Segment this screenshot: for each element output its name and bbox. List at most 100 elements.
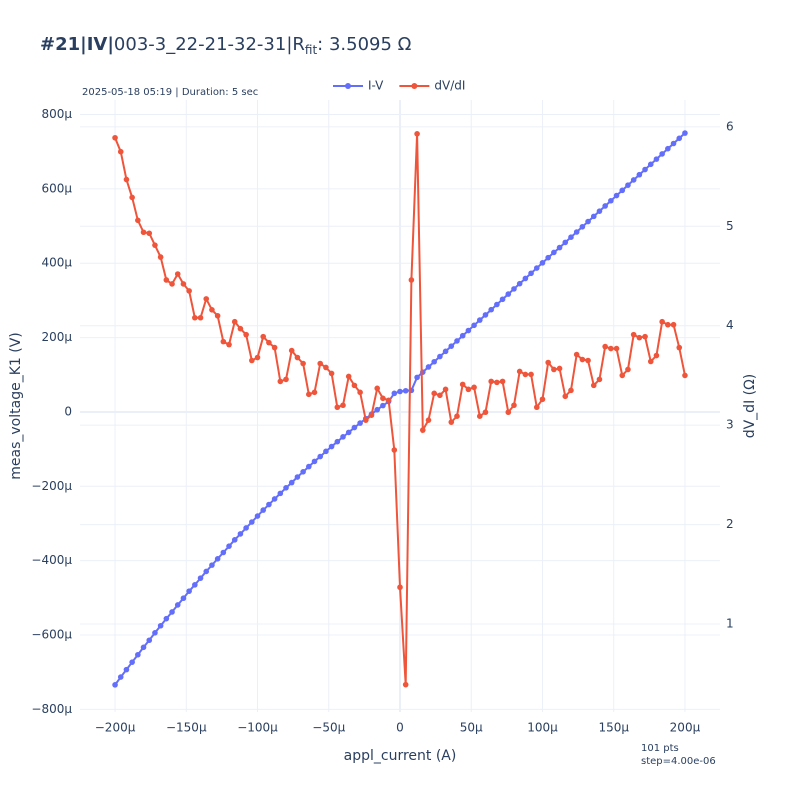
data-point — [414, 131, 420, 137]
data-point — [437, 353, 443, 360]
data-point — [112, 682, 118, 688]
data-point — [562, 393, 569, 400]
data-point — [431, 390, 437, 397]
data-point — [197, 314, 204, 321]
data-point — [317, 360, 324, 367]
legend-marker — [345, 83, 351, 89]
data-point — [448, 343, 455, 349]
data-point — [334, 438, 341, 445]
data-point — [665, 145, 671, 152]
title-suffix: : 3.5095 Ω — [317, 34, 411, 55]
data-point — [533, 404, 540, 411]
data-point — [357, 389, 363, 396]
data-point — [129, 659, 135, 665]
data-point — [636, 334, 643, 341]
data-point — [608, 345, 614, 352]
data-point — [488, 306, 494, 313]
annotation: step=4.00e-06 — [641, 756, 716, 767]
data-point — [459, 381, 466, 388]
x-axis-title: appl_current (A) — [344, 748, 457, 764]
data-point — [266, 501, 272, 508]
data-point — [226, 543, 232, 549]
data-point — [613, 345, 620, 352]
data-point — [231, 318, 238, 325]
data-point — [619, 187, 626, 194]
data-point — [334, 404, 341, 411]
y-tick-label: −200µ — [31, 479, 72, 493]
data-point — [271, 344, 278, 351]
data-point — [647, 358, 654, 365]
data-point — [385, 397, 392, 404]
data-point — [596, 208, 603, 214]
data-point — [163, 615, 170, 622]
data-point — [260, 507, 267, 513]
data-point — [174, 271, 181, 277]
data-point — [152, 242, 158, 248]
data-point — [528, 371, 534, 378]
y2-tick-label: 5 — [726, 219, 734, 233]
data-point — [562, 239, 569, 246]
data-point — [340, 402, 346, 409]
data-point — [471, 322, 477, 329]
data-point — [192, 314, 198, 321]
y2-tick-label: 6 — [726, 119, 734, 133]
x-tick-label: 50µ — [460, 721, 483, 735]
data-point — [203, 568, 210, 575]
data-point — [556, 244, 563, 251]
data-point — [585, 218, 591, 225]
data-point — [608, 197, 614, 204]
data-point — [254, 513, 261, 519]
data-point — [203, 296, 210, 302]
data-point — [345, 373, 352, 380]
data-point — [573, 229, 580, 235]
data-point — [237, 325, 244, 332]
data-point — [442, 386, 449, 393]
data-point — [300, 469, 306, 475]
data-point — [300, 360, 306, 367]
x-tick-label: 200µ — [670, 721, 701, 735]
data-point — [323, 448, 329, 455]
data-point — [380, 395, 386, 402]
y-tick-label: 800µ — [41, 107, 72, 121]
y-tick-label: 200µ — [41, 330, 72, 344]
data-point — [249, 357, 255, 364]
data-point — [670, 140, 677, 147]
data-point — [254, 354, 261, 361]
data-point — [482, 409, 489, 416]
data-point — [630, 177, 637, 183]
data-point — [476, 413, 483, 419]
data-point — [568, 234, 574, 240]
data-point — [516, 280, 523, 287]
data-point — [551, 366, 557, 373]
data-point — [682, 372, 688, 379]
legend-marker — [411, 83, 418, 89]
data-point — [630, 331, 637, 338]
data-point — [494, 379, 500, 386]
data-point — [488, 378, 494, 385]
data-point — [277, 490, 284, 497]
data-point — [186, 288, 192, 294]
data-point — [397, 584, 403, 591]
y2-tick-label: 1 — [726, 617, 734, 631]
data-point — [499, 378, 506, 385]
grid: 1 2 3 4 5 6 −800µ −600µ −400µ −200µ 0 200µ 400µ 600µ 8… — [31, 100, 734, 735]
data-point — [117, 674, 124, 680]
data-point — [237, 531, 244, 537]
x-tick-label: −200µ — [95, 721, 136, 735]
data-point — [174, 602, 181, 608]
data-point — [459, 332, 466, 339]
data-point — [214, 556, 221, 562]
data-point — [117, 148, 124, 155]
subtitle: 2025-05-18 05:19 | Duration: 5 sec — [82, 87, 258, 98]
data-point — [528, 270, 534, 277]
data-point — [579, 356, 586, 363]
data-point — [249, 519, 255, 525]
data-point — [625, 182, 631, 188]
data-point — [266, 339, 272, 346]
data-point — [123, 666, 130, 673]
data-point — [146, 230, 153, 237]
data-point — [539, 260, 546, 266]
data-point — [129, 194, 135, 201]
data-point — [197, 575, 204, 581]
data-point — [186, 588, 192, 594]
